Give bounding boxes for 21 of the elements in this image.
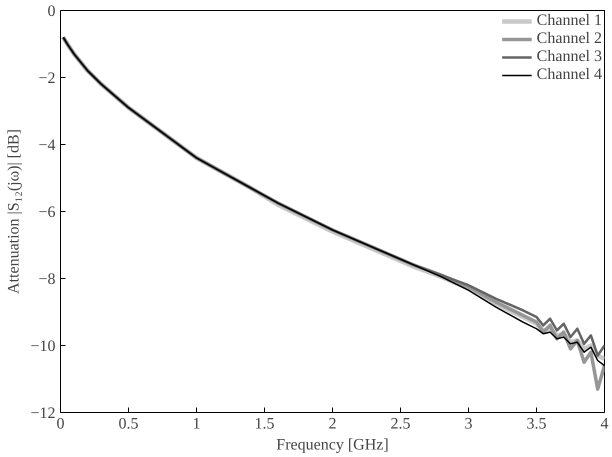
legend-label: Channel 2 — [536, 30, 602, 48]
y-tick-label: 0 — [48, 3, 56, 20]
y-tick-label: −2 — [38, 70, 56, 87]
x-axis-title: Frequency [GHz] — [276, 436, 389, 454]
legend-label: Channel 3 — [536, 48, 602, 66]
y-tick-label: −8 — [38, 271, 56, 288]
legend-label: Channel 1 — [536, 12, 602, 30]
x-tick-label: 1.5 — [254, 416, 274, 432]
y-axis-title: Attenuation |S₁₂(jω)| [dB] — [5, 129, 22, 294]
y-tick-label: −4 — [38, 137, 56, 154]
x-tick-label: 3.5 — [526, 416, 546, 432]
x-tick-label: 3 — [464, 416, 472, 432]
x-tick-label: 4 — [600, 416, 608, 432]
x-tick-label: 2 — [328, 416, 336, 432]
y-tick-label: −12 — [30, 405, 56, 422]
y-tick-label: −10 — [30, 338, 56, 355]
x-tick-label: 2.5 — [390, 416, 410, 432]
y-tick-label: −6 — [38, 204, 56, 221]
x-tick-label: 0.5 — [118, 416, 138, 432]
x-tick-label: 1 — [192, 416, 200, 432]
legend-label: Channel 4 — [536, 66, 602, 84]
